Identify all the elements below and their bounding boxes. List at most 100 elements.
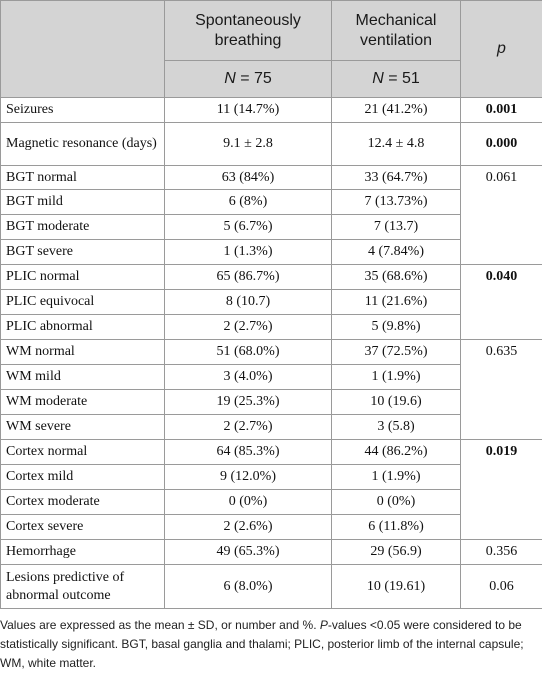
cell-spontaneous-breathing: 5 (6.7%) — [164, 214, 332, 240]
cell-spontaneous-breathing: 2 (2.7%) — [164, 314, 332, 340]
row-label: Magnetic resonance (days) — [0, 122, 165, 166]
table-row: Cortex mild 9 (12.0%) 1 (1.9%) — [0, 464, 542, 490]
cell-spontaneous-breathing: 8 (10.7) — [164, 289, 332, 315]
cell-spontaneous-breathing: 19 (25.3%) — [164, 389, 332, 415]
table-row: Cortex severe 2 (2.6%) 6 (11.8%) — [0, 514, 542, 540]
table-row: WM normal 51 (68.0%) 37 (72.5%) 0.635 — [0, 339, 542, 440]
cell-p-value: 0.040 — [460, 264, 542, 340]
table-row: PLIC normal 65 (86.7%) 35 (68.6%) 0.040 — [0, 264, 542, 340]
cell-spontaneous-breathing: 49 (65.3%) — [164, 539, 332, 565]
cell-spontaneous-breathing: 6 (8.0%) — [164, 564, 332, 609]
cell-spontaneous-breathing: 65 (86.7%) — [164, 264, 332, 290]
cell-p-value: 0.061 — [460, 165, 542, 265]
table-row: PLIC equivocal 8 (10.7) 11 (21.6%) — [0, 289, 542, 315]
table-row: Cortex normal 64 (85.3%) 44 (86.2%) 0.019 — [0, 439, 542, 540]
row-label: PLIC normal — [0, 264, 165, 290]
cell-mechanical-ventilation: 35 (68.6%) — [331, 264, 461, 290]
header-col2-line2: ventilation — [359, 31, 433, 49]
cell-spontaneous-breathing: 1 (1.3%) — [164, 239, 332, 265]
cell-mechanical-ventilation: 6 (11.8%) — [331, 514, 461, 540]
footnote-part2: -values <0.05 were considered to be stat… — [0, 618, 524, 670]
row-label: BGT mild — [0, 189, 165, 215]
cell-mechanical-ventilation: 1 (1.9%) — [331, 364, 461, 390]
table-row: Seizures 11 (14.7%) 21 (41.2%) 0.001 — [0, 97, 542, 123]
n-label-1: N — [224, 70, 236, 87]
cell-mechanical-ventilation: 0 (0%) — [331, 489, 461, 515]
cell-mechanical-ventilation: 10 (19.61) — [331, 564, 461, 609]
table-row: Hemorrhage 49 (65.3%) 29 (56.9) 0.356 — [0, 539, 542, 565]
row-label: WM mild — [0, 364, 165, 390]
header-n-spontaneous: N = 75 — [164, 60, 332, 98]
cell-p-value: 0.019 — [460, 439, 542, 540]
footnote-part1: Values are expressed as the mean ± SD, o… — [0, 618, 320, 632]
cell-spontaneous-breathing: 51 (68.0%) — [164, 339, 332, 365]
cell-mechanical-ventilation: 33 (64.7%) — [331, 165, 461, 190]
header-col1-line1: Spontaneously — [195, 11, 301, 29]
cell-spontaneous-breathing: 63 (84%) — [164, 165, 332, 190]
cell-mechanical-ventilation: 37 (72.5%) — [331, 339, 461, 365]
cell-p-value: 0.000 — [460, 122, 542, 166]
cell-spontaneous-breathing: 64 (85.3%) — [164, 439, 332, 465]
row-label: Cortex normal — [0, 439, 165, 465]
cell-spontaneous-breathing: 2 (2.7%) — [164, 414, 332, 440]
n-label-2: N — [372, 70, 384, 87]
row-label: BGT severe — [0, 239, 165, 265]
header-spontaneously-breathing: Spontaneously breathing — [164, 0, 332, 61]
cell-spontaneous-breathing: 9 (12.0%) — [164, 464, 332, 490]
table-row: WM mild 3 (4.0%) 1 (1.9%) — [0, 364, 542, 390]
cell-p-value: 0.06 — [460, 564, 542, 609]
table-row: WM moderate 19 (25.3%) 10 (19.6) — [0, 389, 542, 415]
table-row: Lesions predictive of abnormal outcome 6 … — [0, 564, 542, 609]
row-label: PLIC equivocal — [0, 289, 165, 315]
cell-p-value: 0.356 — [460, 539, 542, 565]
cell-mechanical-ventilation: 29 (56.9) — [331, 539, 461, 565]
cell-mechanical-ventilation: 7 (13.73%) — [331, 189, 461, 215]
row-label: PLIC abnormal — [0, 314, 165, 340]
data-table: Spontaneously breathing Mechanical venti… — [0, 0, 542, 609]
row-label: WM severe — [0, 414, 165, 440]
cell-spontaneous-breathing: 11 (14.7%) — [164, 97, 332, 123]
cell-p-value: 0.001 — [460, 97, 542, 123]
cell-spontaneous-breathing: 2 (2.6%) — [164, 514, 332, 540]
table-row: WM severe 2 (2.7%) 3 (5.8) — [0, 414, 542, 440]
table-row: PLIC abnormal 2 (2.7%) 5 (9.8%) — [0, 314, 542, 340]
table-row: BGT mild 6 (8%) 7 (13.73%) — [0, 189, 542, 215]
n-value-2: = 51 — [383, 70, 420, 87]
cell-spontaneous-breathing: 3 (4.0%) — [164, 364, 332, 390]
cell-spontaneous-breathing: 0 (0%) — [164, 489, 332, 515]
cell-p-value: 0.635 — [460, 339, 542, 440]
footnote-p-italic: P — [319, 618, 328, 632]
cell-mechanical-ventilation: 10 (19.6) — [331, 389, 461, 415]
header-col1-line2: breathing — [214, 31, 282, 49]
cell-mechanical-ventilation: 3 (5.8) — [331, 414, 461, 440]
row-label: Cortex mild — [0, 464, 165, 490]
table-row: BGT severe 1 (1.3%) 4 (7.84%) — [0, 239, 542, 265]
cell-spontaneous-breathing: 9.1 ± 2.8 — [164, 122, 332, 166]
table-row: BGT normal 63 (84%) 33 (64.7%) 0.061 — [0, 165, 542, 265]
cell-mechanical-ventilation: 7 (13.7) — [331, 214, 461, 240]
n-value-1: = 75 — [235, 70, 272, 87]
row-label: Cortex moderate — [0, 489, 165, 515]
row-label: WM moderate — [0, 389, 165, 415]
header-p-label: p — [497, 40, 506, 57]
cell-mechanical-ventilation: 1 (1.9%) — [331, 464, 461, 490]
row-label: Seizures — [0, 97, 165, 123]
cell-mechanical-ventilation: 5 (9.8%) — [331, 314, 461, 340]
table-container: Spontaneously breathing Mechanical venti… — [0, 0, 542, 609]
cell-mechanical-ventilation: 12.4 ± 4.8 — [331, 122, 461, 166]
row-label: BGT moderate — [0, 214, 165, 240]
row-label: Lesions predictive of abnormal outcome — [0, 564, 165, 609]
cell-mechanical-ventilation: 11 (21.6%) — [331, 289, 461, 315]
table-row: Magnetic resonance (days) 9.1 ± 2.8 12.4 ±… — [0, 122, 542, 166]
row-label: Hemorrhage — [0, 539, 165, 565]
row-label: BGT normal — [0, 165, 165, 190]
table-row: Cortex moderate 0 (0%) 0 (0%) — [0, 489, 542, 515]
header-col2-line1: Mechanical — [355, 11, 437, 29]
header-n-mechanical: N = 51 — [331, 60, 461, 98]
cell-mechanical-ventilation: 21 (41.2%) — [331, 97, 461, 123]
table-footnote: Values are expressed as the mean ± SD, o… — [0, 616, 540, 673]
table-row: BGT moderate 5 (6.7%) 7 (13.7) — [0, 214, 542, 240]
header-p-value: p — [460, 0, 542, 98]
row-label: Cortex severe — [0, 514, 165, 540]
cell-mechanical-ventilation: 4 (7.84%) — [331, 239, 461, 265]
